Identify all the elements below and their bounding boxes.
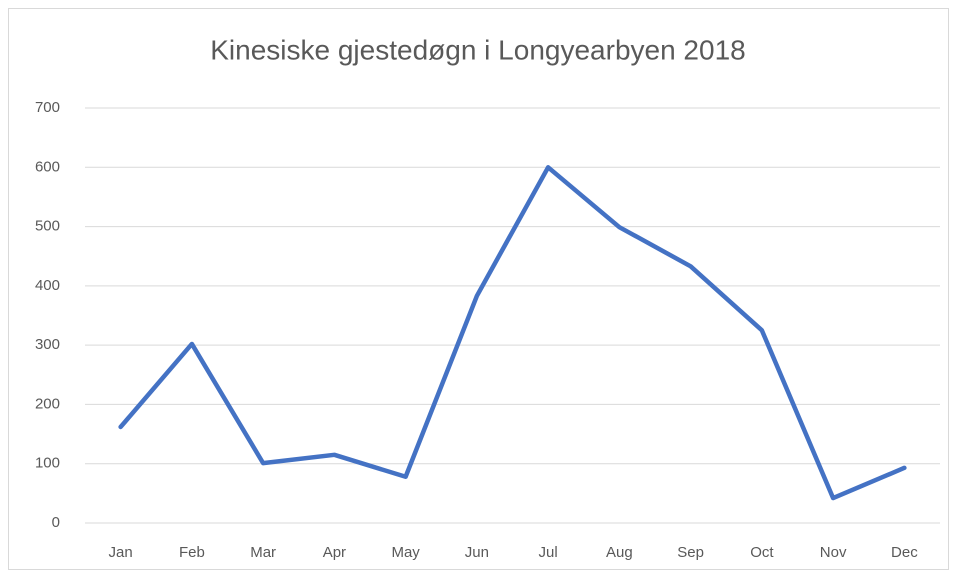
x-tick-label: Jan bbox=[109, 544, 133, 561]
x-tick-label: May bbox=[391, 544, 420, 561]
y-tick-label: 400 bbox=[35, 277, 60, 294]
x-tick-label: Jun bbox=[465, 544, 489, 561]
x-tick-label: Nov bbox=[820, 544, 847, 561]
y-tick-label: 100 bbox=[35, 455, 60, 472]
y-tick-label: 0 bbox=[52, 514, 60, 531]
y-tick-label: 700 bbox=[35, 99, 60, 116]
x-tick-label: Mar bbox=[250, 544, 276, 561]
y-tick-label: 200 bbox=[35, 395, 60, 412]
x-tick-label: Aug bbox=[606, 544, 633, 561]
y-tick-label: 500 bbox=[35, 218, 60, 235]
y-tick-label: 300 bbox=[35, 336, 60, 353]
x-tick-label: Jul bbox=[539, 544, 558, 561]
x-tick-label: Apr bbox=[323, 544, 346, 561]
line-series bbox=[118, 165, 907, 501]
x-tick-label: Oct bbox=[750, 544, 774, 561]
chart-title: Kinesiske gjestedøgn i Longyearbyen 2018 bbox=[210, 34, 745, 65]
x-tick-label: Dec bbox=[891, 544, 918, 561]
x-tick-label: Feb bbox=[179, 544, 205, 561]
y-tick-label: 600 bbox=[35, 158, 60, 175]
x-tick-label: Sep bbox=[677, 544, 704, 561]
